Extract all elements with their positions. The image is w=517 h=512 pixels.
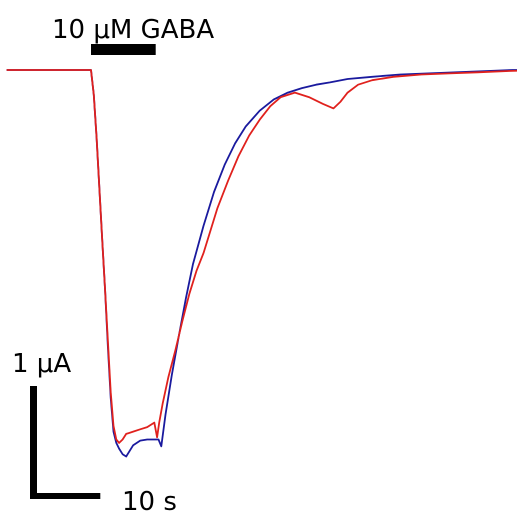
scale-bar-vertical <box>30 386 37 499</box>
scale-bar-current-label: 1 μA <box>12 349 71 379</box>
scale-bar-horizontal <box>30 493 101 499</box>
traces-group <box>6 69 517 458</box>
stimulus-label: 10 μM GABA <box>52 15 214 45</box>
trace-line-2 <box>6 69 517 444</box>
stimulus-bar <box>91 44 156 55</box>
trace-line-1 <box>6 69 517 458</box>
scale-bar-time-label: 10 s <box>122 487 177 512</box>
